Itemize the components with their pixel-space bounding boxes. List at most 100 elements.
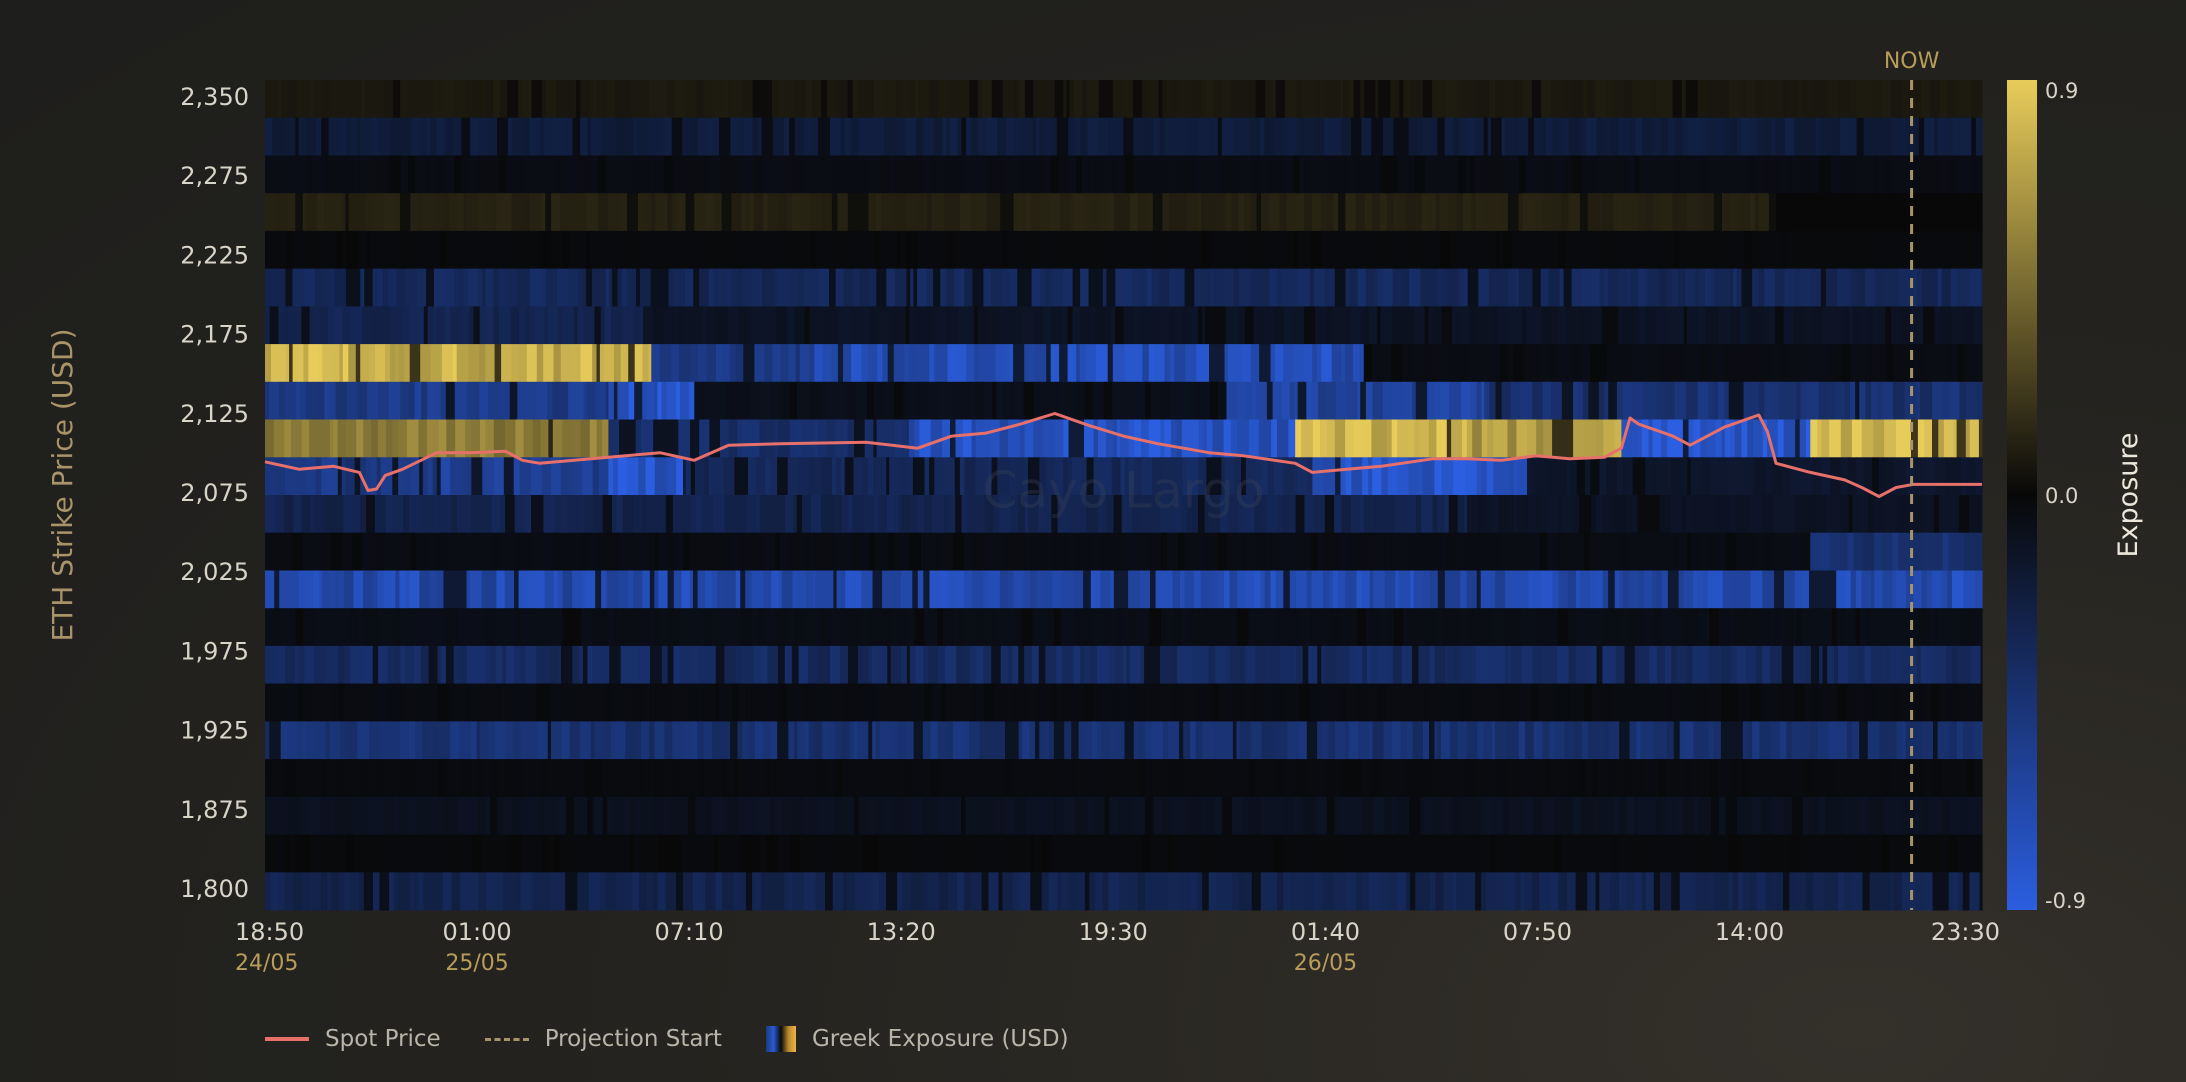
heatmap-cell [1860, 796, 1870, 835]
heatmap-cell [1950, 796, 1958, 835]
heatmap-cell [1607, 759, 1616, 798]
heatmap-cell [1883, 796, 1896, 835]
heatmap-cell [1800, 381, 1807, 420]
heatmap-cell [1511, 645, 1523, 685]
heatmap-cell [343, 495, 354, 534]
heatmap-cell [1759, 683, 1764, 722]
heatmap-cell [1898, 532, 1906, 571]
heatmap-cell [961, 608, 965, 647]
heatmap-cell [1952, 344, 1958, 383]
heatmap-cell [1116, 381, 1129, 420]
heatmap-cell [997, 117, 1007, 156]
heatmap-cell [441, 344, 454, 383]
heatmap-cell [1739, 80, 1748, 119]
heatmap-cell [1353, 80, 1361, 119]
heatmap-cell [1628, 457, 1634, 496]
heatmap-cell [1217, 570, 1225, 609]
heatmap-cell [756, 872, 762, 911]
heatmap-cell [1450, 721, 1458, 760]
heatmap-cell [667, 80, 675, 119]
heatmap-cell [531, 608, 541, 647]
heatmap-cell [1033, 381, 1040, 420]
heatmap-cell [615, 80, 622, 119]
heatmap-cell [1550, 306, 1559, 345]
heatmap-cell [1102, 759, 1112, 798]
heatmap-cell [522, 759, 528, 798]
heatmap-cell [598, 532, 611, 571]
heatmap-cell [639, 268, 652, 307]
heatmap-cell [1043, 419, 1056, 458]
heatmap-cell [371, 117, 380, 156]
heatmap-cell [1073, 683, 1086, 722]
heatmap-cell [1437, 495, 1446, 534]
heatmap-cell [565, 872, 570, 911]
heatmap-cell [1299, 117, 1305, 156]
heatmap-cell [1491, 721, 1496, 760]
heatmap-cell [1464, 495, 1468, 534]
heatmap-cell [481, 834, 493, 873]
heatmap-cell [1154, 344, 1165, 383]
heatmap-cell [803, 796, 810, 835]
heatmap-cell [1614, 570, 1620, 609]
heatmap-cell [1930, 683, 1941, 722]
heatmap-cell [1841, 193, 1853, 232]
heatmap-cell [321, 457, 327, 496]
heatmap-cell [1397, 155, 1408, 194]
heatmap-cell [705, 532, 716, 571]
heatmap-cell [439, 721, 451, 760]
heatmap-cell [876, 419, 887, 458]
heatmap-cell [988, 608, 993, 647]
heatmap-cell [1804, 645, 1812, 685]
heatmap-cell [732, 495, 740, 534]
heatmap-cell [1380, 306, 1393, 345]
heatmap-cell [1484, 608, 1494, 647]
heatmap-cell [328, 834, 336, 873]
heatmap-cell [858, 155, 869, 194]
heatmap-cell [873, 495, 879, 534]
heatmap-cell [1264, 759, 1269, 798]
heatmap-cell [550, 230, 554, 270]
heatmap-cell [798, 155, 803, 194]
heatmap-cell [1826, 193, 1835, 232]
heatmap-cell [572, 608, 582, 647]
heatmap-cell [1623, 117, 1632, 156]
heatmap-cell [611, 796, 624, 835]
heatmap-cell [1899, 683, 1904, 722]
heatmap-cell [736, 306, 740, 345]
heatmap-cell [1015, 796, 1028, 835]
heatmap-cell [829, 230, 835, 270]
heatmap-cell [705, 155, 711, 194]
heatmap-cell [976, 193, 984, 232]
heatmap-cell [703, 80, 712, 119]
heatmap-cell [1891, 306, 1900, 345]
heatmap-cell [499, 80, 508, 119]
heatmap-cell [638, 608, 646, 647]
heatmap-cell [1268, 796, 1276, 835]
heatmap-cell [716, 344, 722, 383]
heatmap-cell [1100, 570, 1111, 609]
heatmap-cell [521, 230, 526, 270]
heatmap-cell [1250, 155, 1261, 194]
heatmap-cell [329, 419, 334, 458]
heatmap-cell [1432, 532, 1441, 571]
heatmap-cell [831, 155, 839, 194]
heatmap-cell [1031, 268, 1041, 307]
heatmap-cell [1142, 344, 1150, 383]
heatmap-cell [945, 683, 954, 722]
heatmap-cell [860, 230, 872, 270]
heatmap-cell [1358, 721, 1370, 760]
heatmap-cell [1545, 117, 1554, 156]
heatmap-cell [1285, 80, 1298, 119]
heatmap-cell [1558, 532, 1568, 571]
heatmap-cell [694, 193, 706, 232]
heatmap-cell [1295, 495, 1305, 534]
heatmap-cell [1255, 645, 1268, 685]
heatmap-cell [1505, 570, 1517, 609]
heatmap-cell [1183, 721, 1191, 760]
heatmap-cell [1659, 532, 1666, 571]
heatmap-cell [808, 721, 816, 760]
heatmap-cell [1683, 306, 1688, 345]
heatmap-cell [1045, 381, 1057, 420]
heatmap-cell [645, 796, 655, 835]
heatmap-cell [1477, 834, 1484, 873]
